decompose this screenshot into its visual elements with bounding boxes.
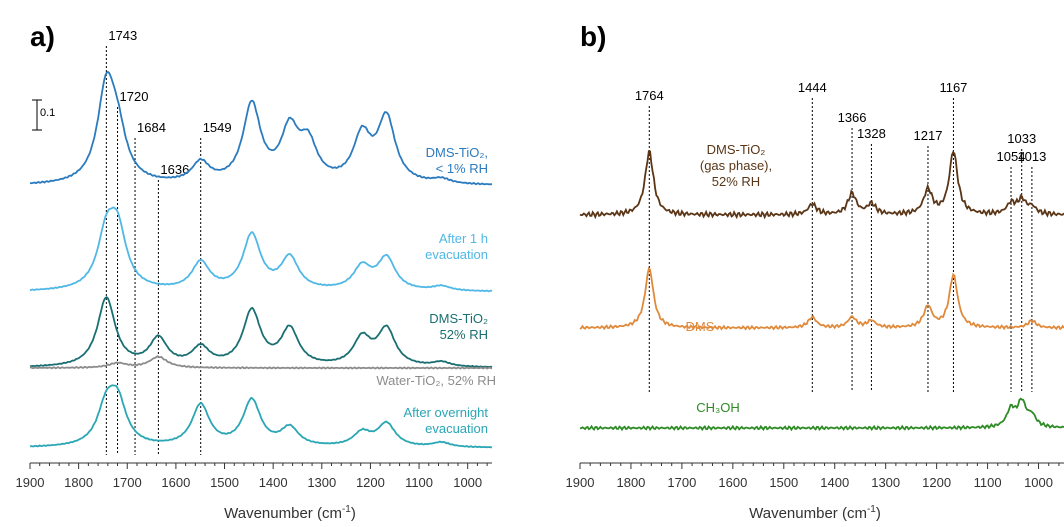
x-axis-title-base: Wavenumber (cm: [749, 505, 867, 522]
x-tick-label: 1400: [820, 475, 849, 490]
x-tick-label: 1200: [922, 475, 951, 490]
series-line-2: [579, 267, 1064, 331]
peak-label-1013: 1013: [1017, 149, 1046, 164]
peak-label-1444: 1444: [798, 80, 827, 95]
series-line-1: [579, 150, 1064, 220]
series-labels: DMS-TiO₂, < 1% RH After 1 h evacuation DMS-T…: [376, 145, 496, 436]
series-label-5: After overnight evacuation: [403, 405, 488, 436]
x-tick-label: 1400: [259, 475, 288, 490]
spectra: [29, 70, 493, 449]
x-tick-label: 1900: [16, 475, 45, 490]
peak-label-1033: 1033: [1007, 131, 1036, 146]
spectra: [579, 150, 1064, 432]
x-tick-label: 1800: [616, 475, 645, 490]
peak-label-1743: 1743: [108, 28, 137, 43]
x-tick-label: 1000: [453, 475, 482, 490]
series-line-2: [29, 206, 493, 293]
series-line-4: [29, 355, 493, 370]
x-axis-title: Wavenumber (cm-1): [749, 504, 881, 522]
x-tick-label: 1800: [64, 475, 93, 490]
peak-label-1549: 1549: [203, 120, 232, 135]
x-axis-title-sup: -1: [867, 504, 876, 515]
x-tick-label: 1500: [210, 475, 239, 490]
peak-lines: 1743 1720 1684 1636 1549: [105, 28, 232, 455]
series-line-5: [29, 384, 493, 449]
series-label-2: DMS: [686, 319, 715, 334]
peak-label-1054: 1054: [997, 149, 1026, 164]
panel-b-letter: b): [580, 21, 606, 52]
series-label-3: CH₃OH: [696, 400, 740, 415]
x-axis-title-sup: -1: [342, 504, 351, 515]
series-labels: DMS-TiO₂ (gas phase), 52% RH DMS CH₃OH: [686, 142, 773, 415]
x-tick-label: 1000: [1024, 475, 1053, 490]
series-label-1: DMS-TiO₂ (gas phase), 52% RH: [700, 142, 772, 189]
series-line-3: [29, 296, 493, 368]
x-tick-label: 1600: [161, 475, 190, 490]
scale-bar: 0.1: [32, 99, 55, 131]
series-line-1: [29, 70, 493, 186]
series-label-4: Water-TiO₂, 52% RH: [376, 373, 496, 388]
x-axis: 1900 1800 1700 1600 1500 1400 1300 1200 1100 1000: [16, 462, 492, 490]
x-axis-title: Wavenumber (cm-1): [224, 504, 356, 522]
x-tick-label: 1700: [113, 475, 142, 490]
peak-label-1366: 1366: [838, 110, 867, 125]
peak-label-1684: 1684: [137, 120, 166, 135]
peak-label-1764: 1764: [635, 88, 664, 103]
x-tick-label: 1100: [405, 475, 433, 490]
peak-label-1328: 1328: [857, 126, 886, 141]
scale-bar-label: 0.1: [40, 107, 55, 119]
series-label-2: After 1 h evacuation: [425, 231, 488, 262]
peak-label-1167: 1167: [939, 80, 967, 95]
peak-label-1636: 1636: [160, 162, 189, 177]
x-axis-title-base: Wavenumber (cm: [224, 505, 342, 522]
series-label-3: DMS-TiO₂ 52% RH: [429, 311, 488, 342]
series-label-1: DMS-TiO₂, < 1% RH: [426, 145, 488, 176]
x-tick-label: 1300: [871, 475, 900, 490]
x-tick-label: 1100: [974, 475, 1002, 490]
peak-label-1720: 1720: [120, 89, 149, 104]
x-tick-label: 1200: [356, 475, 385, 490]
panel-a-letter: a): [30, 21, 55, 52]
panel-a: a) 0.1 1743 1720 1684 1636 1549 DMS-TiO₂, < 1…: [16, 21, 496, 522]
x-tick-label: 1600: [718, 475, 747, 490]
x-tick-label: 1900: [566, 475, 595, 490]
x-axis-title-close: ): [876, 505, 881, 522]
x-axis-title-close: ): [351, 505, 356, 522]
x-tick-label: 1500: [769, 475, 798, 490]
x-axis: 1900 1800 1700 1600 1500 1400 1300 1200 1100 1000: [566, 462, 1064, 490]
series-line-3: [579, 397, 1064, 432]
peak-label-1217: 1217: [914, 128, 943, 143]
x-tick-label: 1700: [667, 475, 696, 490]
x-tick-label: 1300: [307, 475, 336, 490]
